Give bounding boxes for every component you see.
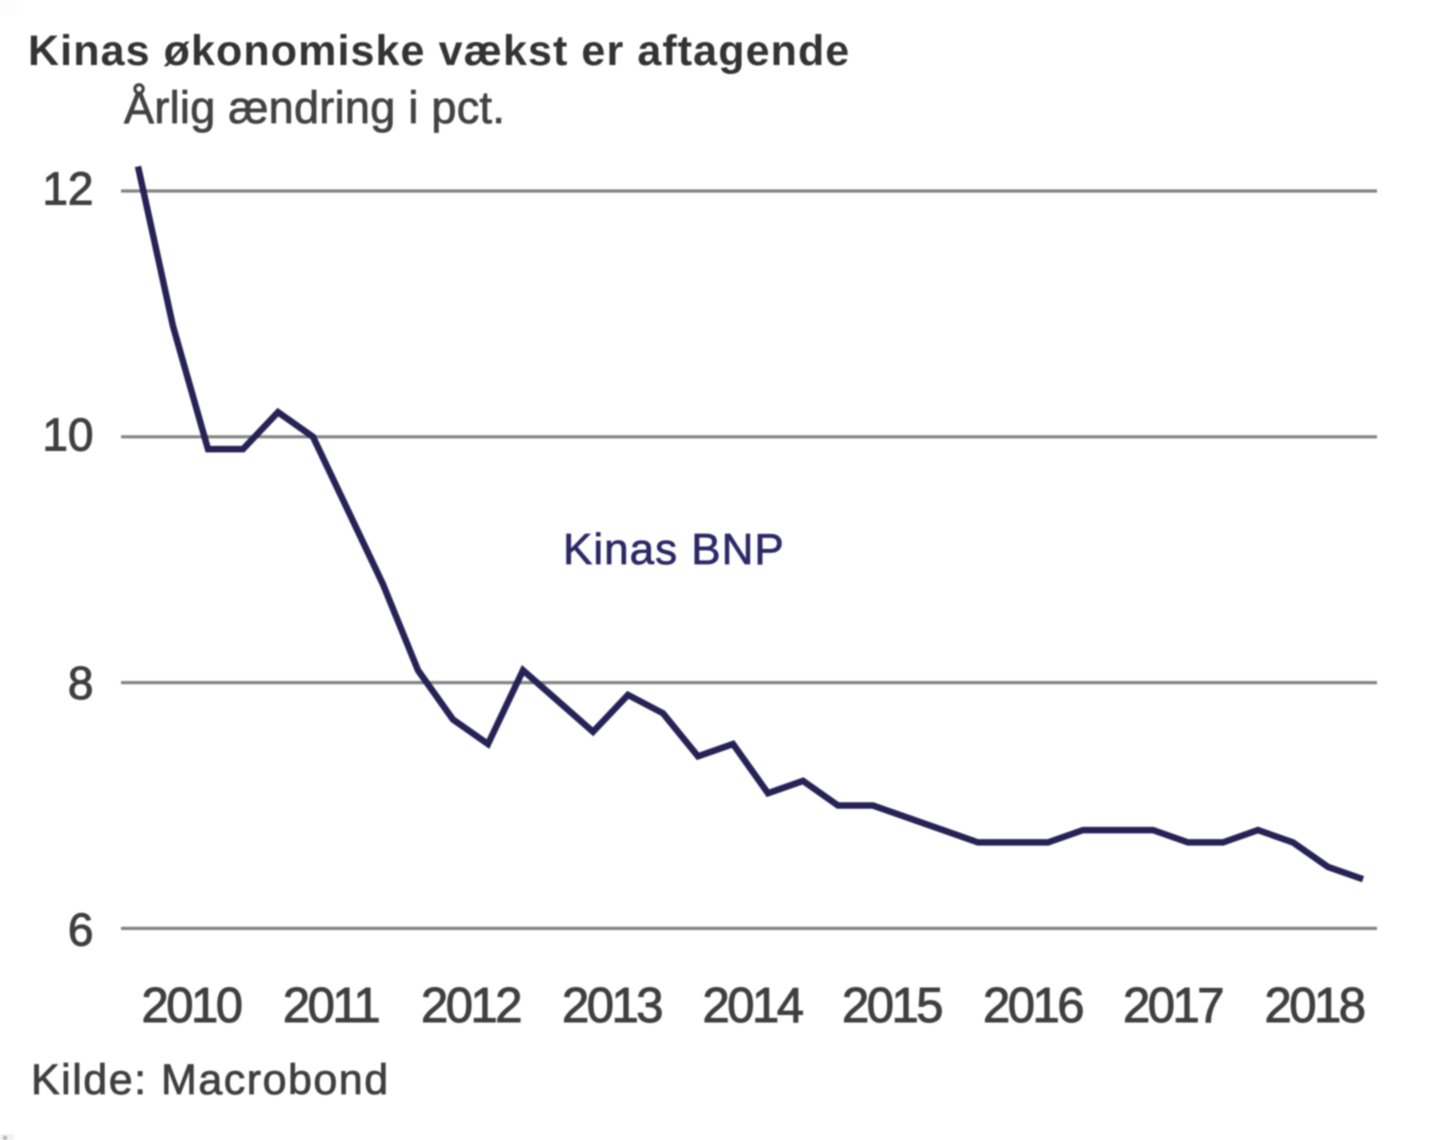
svg-text:2010: 2010 (141, 979, 241, 1033)
svg-text:2012: 2012 (421, 979, 520, 1033)
svg-text:Årlig ændring i pct.: Årlig ændring i pct. (124, 82, 505, 133)
svg-text:2017: 2017 (1123, 979, 1222, 1033)
svg-text:Kilde: Macrobond: Kilde: Macrobond (31, 1056, 390, 1104)
svg-text:12: 12 (42, 162, 93, 214)
svg-text:6: 6 (68, 904, 94, 956)
svg-text:2011: 2011 (283, 979, 379, 1033)
svg-text:2014: 2014 (702, 979, 802, 1033)
svg-text:Kinas BNP: Kinas BNP (563, 525, 785, 574)
svg-text:2013: 2013 (562, 979, 662, 1033)
svg-text:8: 8 (68, 657, 94, 709)
svg-text:10: 10 (42, 409, 93, 461)
svg-text:2018: 2018 (1264, 979, 1364, 1033)
svg-text:Kinas økonomiske vækst er afta: Kinas økonomiske vækst er aftagende (28, 27, 850, 75)
svg-text:2015: 2015 (842, 979, 942, 1033)
svg-text:2016: 2016 (983, 979, 1083, 1033)
